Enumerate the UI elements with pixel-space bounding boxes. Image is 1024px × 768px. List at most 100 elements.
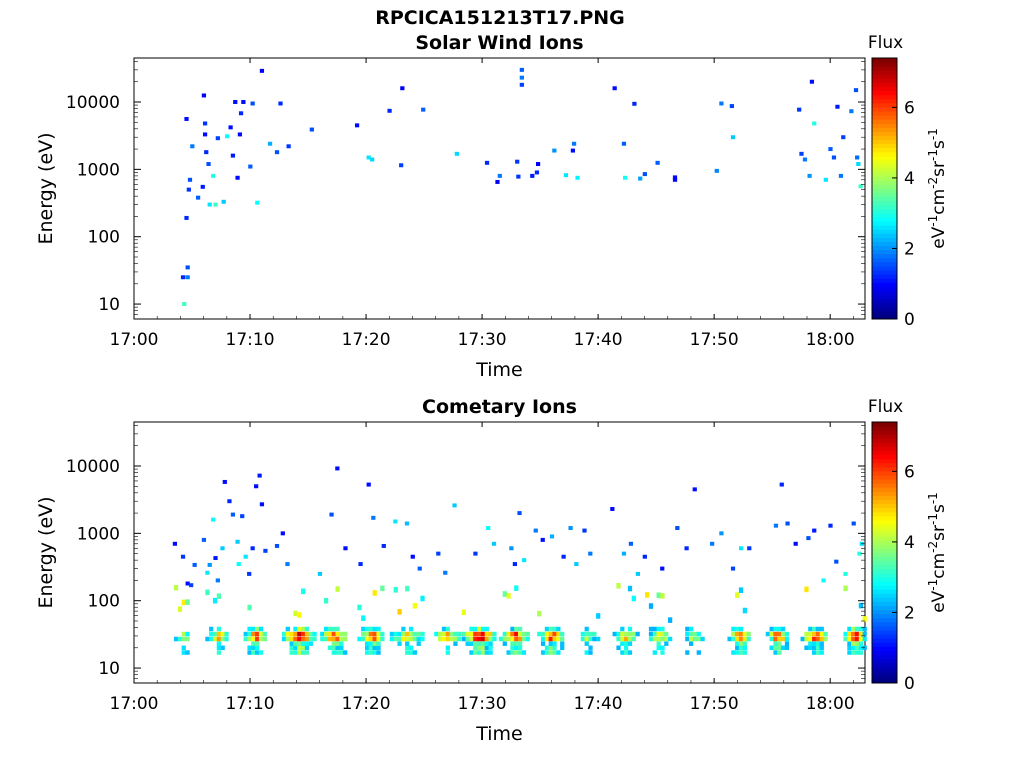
heatmap-cell bbox=[610, 507, 615, 511]
colorbar-swatch bbox=[872, 278, 897, 283]
heatmap-cell bbox=[747, 546, 752, 551]
heatmap-cell bbox=[285, 626, 290, 632]
heatmap-cell bbox=[738, 626, 744, 632]
heatmap-cell bbox=[802, 157, 808, 162]
heatmap-cell bbox=[742, 650, 747, 655]
colorbar-swatch bbox=[872, 314, 897, 320]
x-tick-label: 17:30 bbox=[458, 694, 507, 714]
heatmap-cell bbox=[742, 645, 747, 651]
heatmap-cell bbox=[492, 636, 497, 642]
heatmap-cell bbox=[401, 626, 406, 632]
heatmap-cell bbox=[339, 645, 344, 651]
colorbar-swatch bbox=[872, 253, 897, 259]
heatmap-cell bbox=[480, 631, 486, 637]
heatmap-cell bbox=[502, 641, 507, 646]
heatmap-cell bbox=[631, 636, 636, 642]
heatmap-cell bbox=[186, 187, 191, 192]
heatmap-cell bbox=[592, 631, 597, 637]
colorbar-swatch bbox=[872, 111, 897, 116]
colorbar-tick-label: 4 bbox=[904, 533, 915, 553]
heatmap-cell bbox=[632, 101, 637, 106]
heatmap-cell bbox=[540, 641, 546, 646]
heatmap-cell bbox=[185, 636, 190, 642]
x-tick-label: 17:40 bbox=[574, 694, 623, 714]
heatmap-cell bbox=[445, 645, 450, 651]
heatmap-cell bbox=[738, 631, 744, 637]
heatmap-cell bbox=[445, 631, 450, 637]
heatmap-cell bbox=[851, 636, 856, 642]
heatmap-cell bbox=[372, 590, 377, 596]
heatmap-cell bbox=[521, 650, 527, 655]
heatmap-cell bbox=[773, 523, 779, 528]
y-tick-label: 10000 bbox=[66, 457, 120, 477]
colorbar-swatch bbox=[872, 168, 897, 173]
heatmap-cell bbox=[293, 641, 298, 646]
heatmap-cell bbox=[343, 650, 348, 655]
heatmap-cell bbox=[519, 75, 524, 80]
heatmap-cell bbox=[236, 562, 241, 567]
heatmap-cell bbox=[454, 151, 459, 156]
heatmap-cell bbox=[366, 155, 371, 160]
heatmap-cell bbox=[828, 523, 833, 528]
heatmap-cell bbox=[584, 650, 589, 655]
heatmap-cell bbox=[556, 650, 561, 655]
heatmap-cell bbox=[488, 636, 493, 642]
heatmap-cell bbox=[510, 626, 515, 632]
heatmap-cell bbox=[672, 175, 678, 180]
heatmap-cell bbox=[393, 631, 398, 637]
x-tick-label: 17:00 bbox=[110, 694, 159, 714]
heatmap-cell bbox=[660, 636, 665, 642]
heatmap-cell bbox=[301, 650, 306, 655]
colorbar-swatch bbox=[872, 678, 897, 684]
colorbar-swatch bbox=[872, 261, 897, 267]
heatmap-cell bbox=[560, 641, 565, 646]
heatmap-cell bbox=[358, 562, 363, 567]
colorbar-swatch bbox=[872, 479, 897, 484]
heatmap-cell bbox=[484, 631, 489, 637]
colorbar-swatch bbox=[872, 188, 897, 194]
heatmap-cell bbox=[685, 650, 690, 655]
heatmap-cell bbox=[441, 631, 447, 637]
heatmap-cell bbox=[560, 636, 565, 642]
heatmap-cell bbox=[320, 631, 325, 637]
colorbar-swatch bbox=[872, 556, 897, 562]
heatmap-cell bbox=[560, 631, 565, 637]
colorbar-swatch bbox=[872, 450, 897, 456]
heatmap-cell bbox=[773, 626, 778, 632]
heatmap-cell bbox=[648, 626, 654, 632]
heatmap-cell bbox=[308, 631, 313, 637]
heatmap-cell bbox=[480, 641, 486, 646]
colorbar-swatch bbox=[872, 629, 897, 635]
heatmap-cell bbox=[642, 172, 647, 177]
heatmap-cell bbox=[405, 585, 410, 592]
colorbar-swatch bbox=[872, 483, 897, 488]
heatmap-cell bbox=[812, 121, 817, 126]
heatmap-cell bbox=[484, 641, 489, 646]
heatmap-cell bbox=[815, 650, 821, 655]
chart-panels: Solar Wind Ions 17:00 17:10 17:20 17:30 17:40… bbox=[35, 32, 949, 745]
heatmap-cell bbox=[301, 636, 306, 642]
heatmap-cell bbox=[224, 636, 229, 642]
heatmap-cell bbox=[274, 150, 280, 155]
heatmap-cell bbox=[635, 631, 640, 637]
colorbar-swatch bbox=[872, 237, 897, 243]
panel-title: Solar Wind Ions bbox=[415, 32, 583, 54]
heatmap-cell bbox=[230, 153, 236, 158]
heatmap-cell bbox=[304, 631, 310, 637]
colorbar-swatch bbox=[872, 507, 897, 513]
heatmap-cell bbox=[209, 631, 214, 637]
heatmap-cell bbox=[642, 554, 647, 559]
heatmap-cell bbox=[742, 636, 747, 642]
colorbar-swatch bbox=[872, 544, 897, 549]
colorbar-swatch bbox=[872, 184, 897, 189]
heatmap-cell bbox=[372, 636, 377, 642]
x-tick-label: 17:20 bbox=[342, 330, 391, 350]
heatmap-cell bbox=[247, 631, 252, 637]
heatmap-cell bbox=[560, 645, 565, 651]
heatmap-cell bbox=[205, 570, 210, 575]
heatmap-data bbox=[172, 466, 867, 655]
heatmap-cell bbox=[854, 645, 860, 651]
heatmap-cell bbox=[185, 631, 190, 637]
heatmap-cell bbox=[304, 641, 310, 646]
heatmap-cell bbox=[544, 636, 550, 642]
